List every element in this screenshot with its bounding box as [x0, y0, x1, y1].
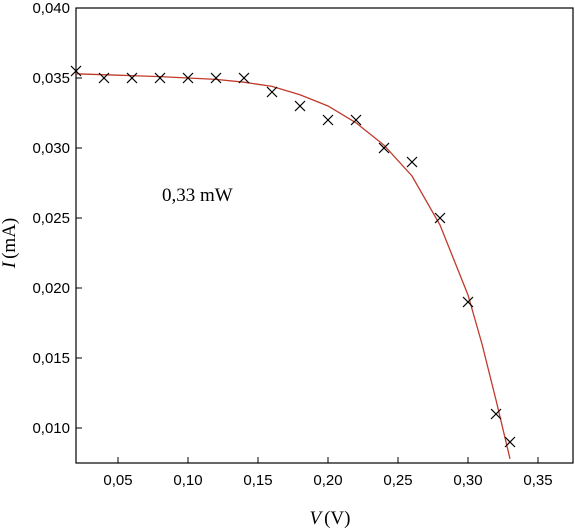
data-point-marker: [126, 72, 138, 84]
data-point-marker: [322, 114, 334, 126]
data-point-marker: [182, 72, 194, 84]
fit-curve: [75, 73, 511, 459]
data-point-marker: [378, 142, 390, 154]
data-point-marker: [98, 72, 110, 84]
x-tick-label: 0,25: [383, 472, 412, 489]
y-axis-unit: (mA): [0, 218, 20, 259]
data-point-marker: [504, 436, 516, 448]
y-tick-label: 0,010: [32, 420, 70, 437]
x-tick-label: 0,35: [523, 472, 552, 489]
x-tick-label: 0,15: [243, 472, 272, 489]
annotation-power: 0,33 mW: [162, 185, 233, 206]
data-point-marker: [210, 72, 222, 84]
data-point-marker: [238, 72, 250, 84]
y-tick-label: 0,030: [32, 140, 70, 157]
data-point-marker: [350, 114, 362, 126]
data-marker-layer: [70, 65, 516, 448]
data-point-marker: [434, 212, 446, 224]
data-point-marker: [266, 86, 278, 98]
x-axis-unit: (V): [324, 508, 350, 529]
y-tick-label: 0,020: [32, 280, 70, 297]
x-tick-label: 0,05: [103, 472, 132, 489]
x-tick-label: 0,30: [453, 472, 482, 489]
y-tick-label: 0,025: [32, 210, 70, 227]
y-tick-label: 0,035: [32, 70, 70, 87]
data-point-marker: [490, 408, 502, 420]
x-tick-label: 0,10: [173, 472, 202, 489]
data-point-marker: [70, 65, 82, 77]
y-axis-variable: I: [0, 260, 20, 269]
y-axis-ticks: 0,010 0,015 0,020 0,025 0,030 0,035 0,040: [32, 0, 82, 437]
x-axis-title: V (V): [310, 508, 351, 529]
x-tick-label: 0,20: [313, 472, 342, 489]
data-point-marker: [462, 296, 474, 308]
y-axis-title: I(mA): [0, 218, 20, 269]
y-tick-label: 0,015: [32, 350, 70, 367]
y-tick-label: 0,040: [32, 0, 70, 17]
x-axis-ticks: 0,05 0,10 0,15 0,20 0,25 0,30 0,35: [103, 457, 553, 489]
data-point-marker: [294, 100, 306, 112]
plot-frame: [75, 7, 574, 464]
x-axis-variable: V: [310, 508, 324, 529]
fit-curve-layer: [75, 73, 511, 459]
data-point-marker: [406, 156, 418, 168]
data-point-marker: [154, 72, 166, 84]
